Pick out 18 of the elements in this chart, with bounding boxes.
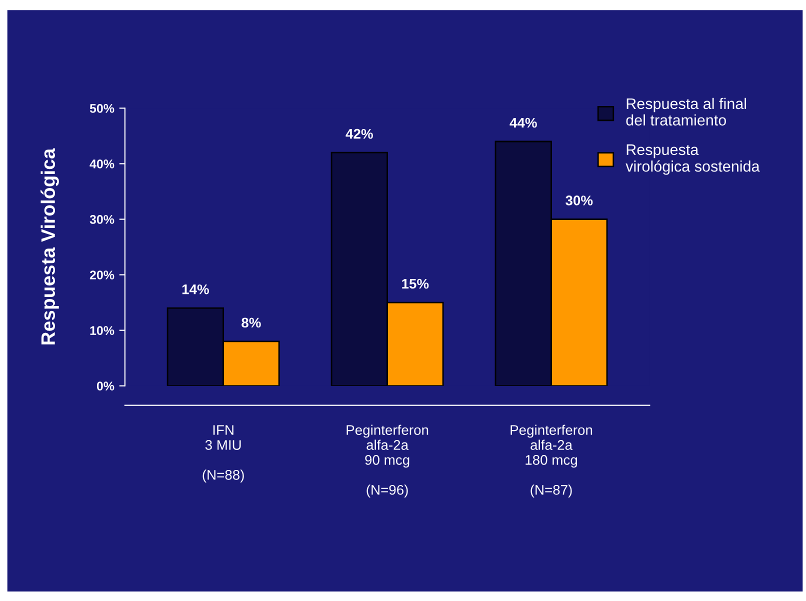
data-label: 15% [402, 278, 429, 289]
category-label: Peginterferon alfa-2a 90 mcg (N=96) [346, 424, 428, 498]
legend-label: Respuesta al final del tratamiento [626, 98, 746, 126]
y-tick-label: 0% [96, 382, 114, 390]
data-label: 8% [242, 318, 261, 328]
category-label: IFN 3 MIU (N=88) [202, 425, 244, 483]
y-tick-label: 30% [90, 215, 114, 224]
data-label: 30% [566, 196, 593, 206]
y-tick-label: 40% [90, 160, 114, 168]
y-tick-label: 50% [90, 104, 114, 113]
data-label: 42% [346, 128, 373, 139]
y-tick-label: 20% [90, 270, 114, 280]
category-label: Peginterferon alfa-2a 180 mcg (N=87) [510, 424, 592, 498]
data-label: 14% [182, 284, 209, 294]
y-axis-title: Respuesta Virológica [40, 148, 59, 344]
legend-label: Respuesta virológica sostenida [626, 144, 760, 175]
data-label: 44% [510, 118, 537, 128]
y-tick-label: 10% [90, 326, 114, 335]
